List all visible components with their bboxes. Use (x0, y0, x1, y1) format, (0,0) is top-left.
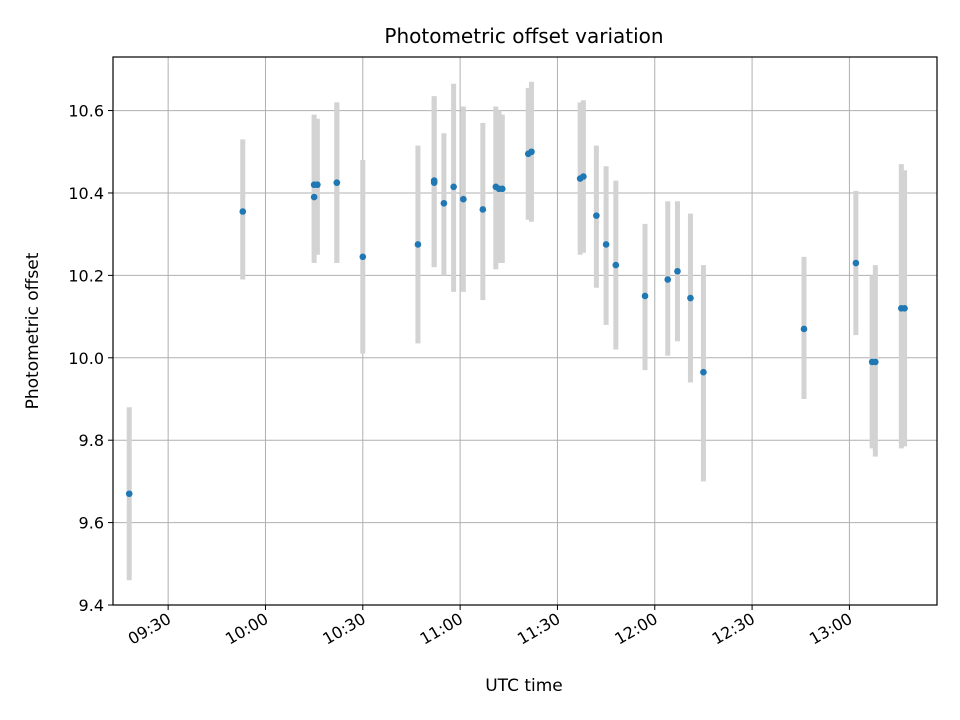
x-tick-label: 12:30 (709, 609, 758, 649)
x-axis-label: UTC time (485, 676, 563, 696)
data-points (125, 148, 908, 498)
y-tick-label: 10.2 (68, 266, 104, 285)
data-point (700, 368, 707, 376)
x-tick-label: 09:30 (125, 609, 174, 649)
x-tick-label: 10:30 (319, 609, 368, 649)
error-bars (126, 81, 908, 581)
data-point (359, 253, 367, 261)
data-point (450, 183, 457, 191)
data-point (479, 206, 487, 213)
x-tick-label: 12:00 (611, 609, 660, 649)
data-point (430, 179, 438, 186)
data-point (641, 292, 649, 300)
x-axis-ticks: 09:30 10:00 10:30 11:00 11:30 12:00 12:30 13:00 (125, 605, 855, 649)
x-tick-label: 11:00 (417, 609, 466, 649)
data-point (687, 294, 694, 302)
y-tick-label: 10.0 (68, 349, 104, 368)
data-point (664, 276, 672, 283)
data-point (440, 199, 448, 207)
x-tick-label: 11:30 (514, 609, 563, 649)
x-tick-label: 13:00 (806, 609, 855, 649)
data-point (602, 241, 610, 248)
data-point (414, 241, 422, 248)
data-point (593, 212, 600, 219)
data-point (800, 325, 808, 333)
y-tick-label: 9.4 (79, 596, 104, 615)
data-point (333, 179, 341, 186)
data-point (580, 173, 587, 180)
data-point (872, 358, 879, 366)
data-point (528, 148, 535, 156)
data-point (460, 195, 467, 203)
data-point (239, 208, 247, 215)
y-axis-ticks: 9.4 9.6 9.8 10.0 10.2 10.4 10.6 (68, 102, 113, 615)
data-point (310, 193, 318, 201)
data-point (901, 305, 908, 312)
data-point (612, 261, 620, 269)
data-point (852, 259, 860, 267)
plot-frame (112, 56, 938, 606)
y-tick-label: 9.6 (79, 514, 104, 533)
y-tick-label: 10.4 (68, 184, 104, 203)
data-point (314, 181, 321, 189)
y-tick-label: 9.8 (79, 431, 104, 450)
data-point (674, 267, 681, 275)
y-axis-label: Photometric offset (23, 252, 43, 409)
y-tick-label: 10.6 (68, 102, 104, 121)
data-point (498, 185, 506, 193)
x-tick-label: 10:00 (222, 609, 271, 649)
data-point (125, 490, 133, 498)
chart-title: Photometric offset variation (384, 24, 663, 48)
grid (113, 57, 937, 606)
